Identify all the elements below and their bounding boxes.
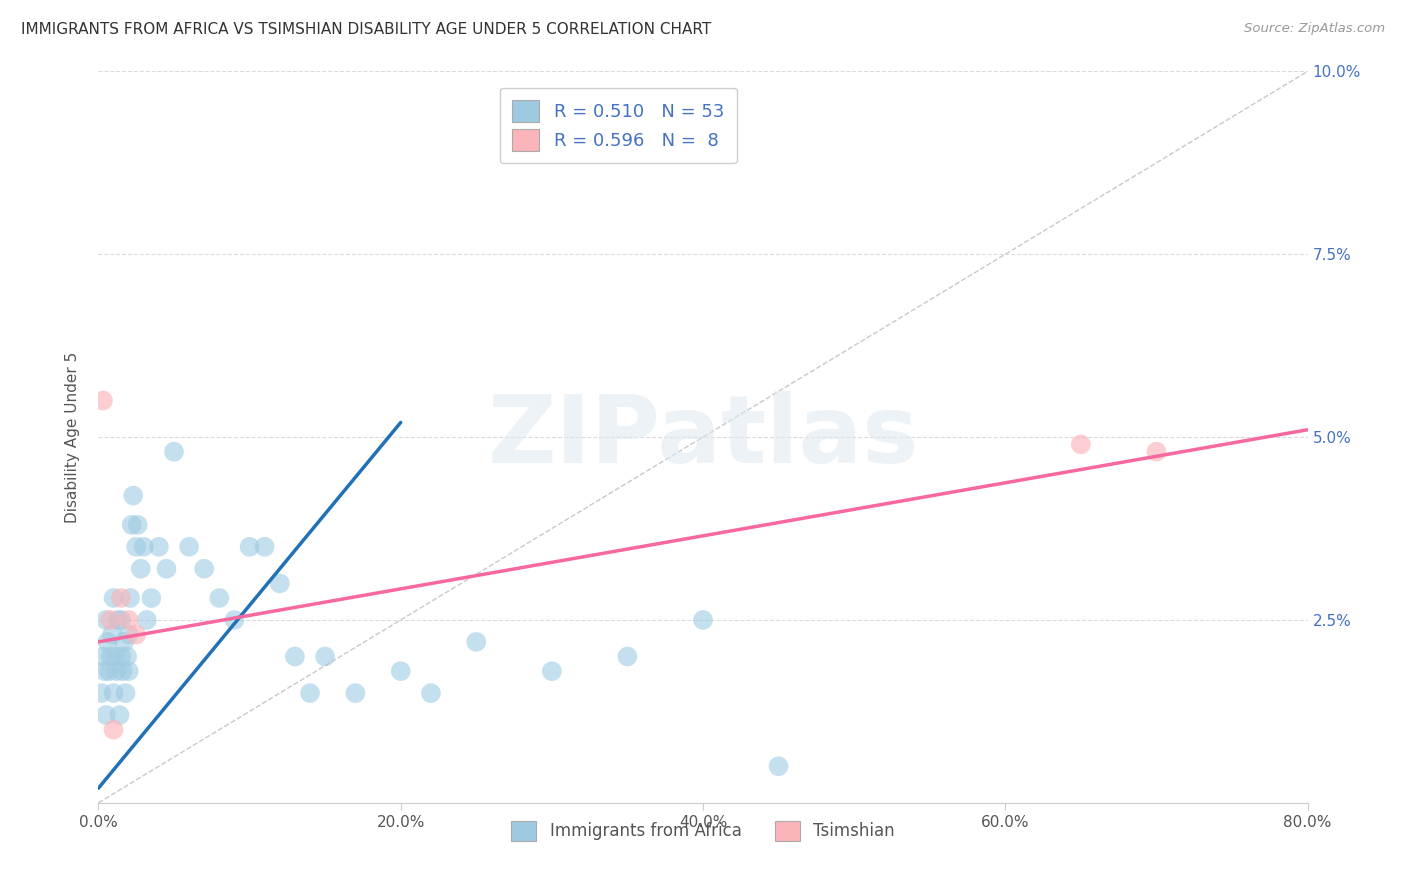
Point: [103, 723, 125, 737]
Point: [224, 613, 246, 627]
Point: [239, 540, 262, 554]
Point: [104, 649, 127, 664]
Y-axis label: Disability Age Under 5: Disability Age Under 5: [65, 351, 80, 523]
Point: [118, 613, 141, 627]
Point: [141, 591, 163, 605]
Point: [96, 635, 118, 649]
Point: [253, 540, 276, 554]
Point: [127, 517, 149, 532]
Point: [114, 686, 136, 700]
Point: [110, 591, 132, 605]
Point: [94, 708, 117, 723]
Point: [105, 664, 128, 678]
Point: [420, 686, 443, 700]
Point: [118, 627, 141, 641]
Point: [91, 393, 114, 408]
Point: [110, 649, 132, 664]
Point: [120, 591, 142, 605]
Point: [125, 627, 148, 641]
Point: [208, 591, 231, 605]
Point: [465, 635, 488, 649]
Point: [118, 664, 141, 678]
Point: [103, 686, 125, 700]
Point: [616, 649, 638, 664]
Point: [125, 540, 148, 554]
Point: [768, 759, 790, 773]
Point: [269, 576, 291, 591]
Point: [132, 540, 155, 554]
Point: [115, 649, 138, 664]
Point: [122, 489, 145, 503]
Point: [91, 649, 114, 664]
Point: [148, 540, 170, 554]
Point: [111, 664, 134, 678]
Point: [193, 562, 215, 576]
Point: [179, 540, 201, 554]
Text: ZIPatlas: ZIPatlas: [488, 391, 918, 483]
Point: [108, 708, 131, 723]
Point: [100, 649, 122, 664]
Point: [121, 517, 143, 532]
Point: [1146, 444, 1168, 458]
Point: [103, 591, 125, 605]
Point: [100, 613, 122, 627]
Point: [692, 613, 714, 627]
Point: [540, 664, 562, 678]
Point: [135, 613, 157, 627]
Point: [1070, 437, 1092, 451]
Point: [344, 686, 367, 700]
Point: [98, 664, 121, 678]
Point: [314, 649, 336, 664]
Text: IMMIGRANTS FROM AFRICA VS TSIMSHIAN DISABILITY AGE UNDER 5 CORRELATION CHART: IMMIGRANTS FROM AFRICA VS TSIMSHIAN DISA…: [21, 22, 711, 37]
Point: [93, 664, 115, 678]
Point: [299, 686, 322, 700]
Legend: Immigrants from Africa, Tsimshian: Immigrants from Africa, Tsimshian: [503, 813, 903, 849]
Text: Source: ZipAtlas.com: Source: ZipAtlas.com: [1244, 22, 1385, 36]
Point: [112, 635, 135, 649]
Point: [129, 562, 152, 576]
Point: [155, 562, 177, 576]
Point: [107, 613, 129, 627]
Point: [163, 444, 186, 458]
Point: [94, 613, 117, 627]
Point: [90, 686, 112, 700]
Point: [389, 664, 412, 678]
Point: [284, 649, 307, 664]
Point: [101, 627, 124, 641]
Point: [110, 613, 132, 627]
